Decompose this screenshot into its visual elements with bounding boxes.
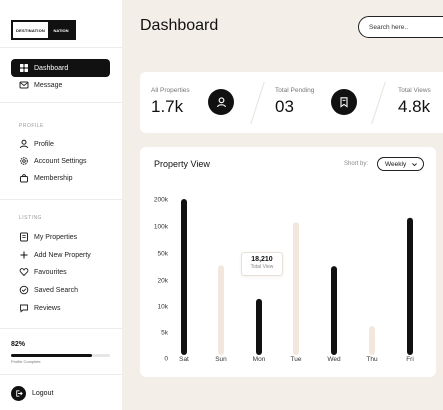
sidebar-item-label: Membership: [34, 174, 73, 182]
logo-text-secondary: NATION: [48, 22, 74, 38]
search-input[interactable]: Search here..: [358, 16, 443, 38]
chart-tooltip: 18,210 Total View: [241, 252, 283, 276]
sidebar-item-label: My Properties: [34, 233, 78, 241]
logout-icon: [11, 386, 26, 401]
sidebar-item-label: Add New Property: [34, 251, 91, 259]
sidebar-item-profile[interactable]: Profile: [11, 135, 110, 153]
profile-progress-value: 82%: [11, 341, 26, 348]
divider: [0, 102, 122, 103]
user-icon: [19, 139, 29, 149]
stat-value-all-properties: 1.7k: [151, 97, 184, 116]
search-placeholder: Search here..: [369, 23, 409, 31]
sidebar-item-account-settings[interactable]: Account Settings: [11, 152, 110, 170]
user-circle-icon[interactable]: [208, 89, 234, 115]
sidebar-item-label: Reviews: [34, 304, 61, 312]
plus-icon: [19, 250, 29, 260]
sidebar-item-saved-search[interactable]: Saved Search: [11, 281, 110, 299]
section-label-profile: PROFILE: [19, 123, 44, 129]
sidebar-item-dashboard[interactable]: Dashboard: [11, 59, 110, 77]
property-view-card: Property View Short by: Weekly: [140, 147, 436, 377]
period-select[interactable]: Weekly: [377, 157, 424, 171]
sidebar-item-favourites[interactable]: Favourites: [11, 263, 110, 281]
logout-button[interactable]: Logout: [11, 386, 53, 401]
divider: [0, 199, 122, 200]
profile-progress-fill: [11, 354, 93, 357]
chevron-down-icon: [412, 163, 417, 167]
page-title: Dashboard: [140, 17, 219, 34]
grid-icon: [19, 63, 29, 73]
stat-label-all-properties: All Properties: [151, 87, 190, 94]
sidebar-item-reviews[interactable]: Reviews: [11, 299, 110, 317]
sidebar-item-label: Message: [34, 81, 63, 89]
check-circle-icon: [19, 285, 29, 295]
chat-icon: [19, 303, 29, 313]
mail-icon: [19, 80, 29, 90]
period-select-value: Weekly: [385, 160, 407, 168]
gear-icon: [19, 156, 29, 166]
tooltip-value: 18,210: [251, 256, 273, 263]
sidebar-item-add-new-property[interactable]: Add New Property: [11, 246, 110, 264]
divider: [0, 328, 122, 329]
profile-progress-label: Profile Complete: [11, 359, 41, 364]
sidebar-item-label: Profile: [34, 140, 54, 148]
profile-progress-bar: [11, 354, 110, 357]
stat-divider: [371, 81, 386, 125]
sidebar-item-label: Saved Search: [34, 286, 78, 294]
stat-divider: [250, 81, 265, 125]
stat-label-total-pending: Total Pending: [275, 87, 315, 94]
list-icon: [19, 232, 29, 242]
sidebar-item-membership[interactable]: Membership: [11, 169, 110, 187]
bookmark-icon[interactable]: [331, 89, 357, 115]
logo[interactable]: DESTINATION NATION: [11, 20, 76, 40]
sidebar-item-label: Dashboard: [34, 64, 69, 72]
divider: [0, 374, 122, 375]
stat-label-total-views: Total Views: [398, 87, 431, 94]
sidebar-item-message[interactable]: Message: [11, 76, 110, 94]
tooltip-label: Total View: [250, 264, 274, 270]
logo-text-primary: DESTINATION: [13, 22, 49, 38]
logout-label: Logout: [32, 390, 54, 397]
stat-value-total-views: 4.8k: [398, 97, 431, 116]
stat-value-total-pending: 03: [275, 97, 294, 116]
sort-by-label: Short by:: [344, 161, 369, 167]
sidebar-item-label: Favourites: [34, 268, 67, 276]
section-label-listing: LISTING: [19, 215, 42, 221]
sidebar-item-my-properties[interactable]: My Properties: [11, 228, 110, 246]
heart-icon: [19, 267, 29, 277]
stats-card: All Properties 1.7k Total Pending 03 Tot…: [140, 72, 443, 133]
chart-title: Property View: [154, 159, 210, 169]
sidebar: DESTINATION NATION Dashboard Message PRO…: [0, 0, 122, 410]
sidebar-item-label: Account Settings: [34, 157, 87, 165]
bag-icon: [19, 173, 29, 183]
divider: [0, 47, 122, 48]
